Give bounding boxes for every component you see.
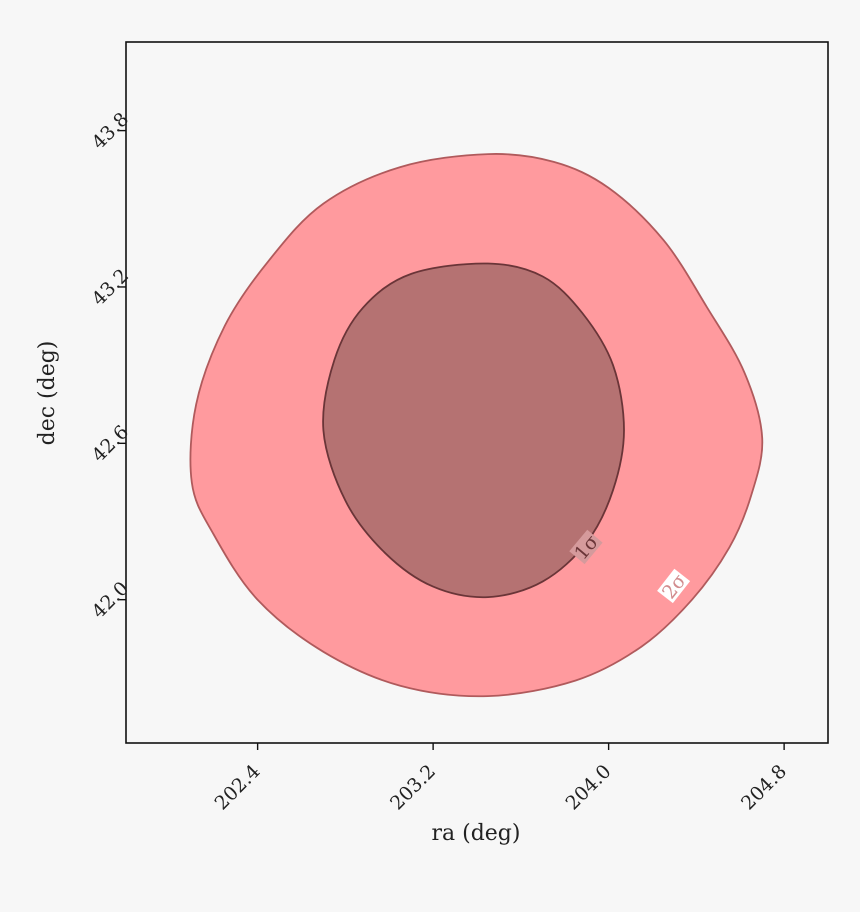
x-axis-label: ra (deg) [432,821,521,846]
contour-level-1sigma [322,262,625,599]
contour-label-gap [569,529,603,565]
plot-frame [125,41,829,744]
y-axis-label: dec (deg) [35,341,60,446]
contour-label-gap [657,568,691,604]
